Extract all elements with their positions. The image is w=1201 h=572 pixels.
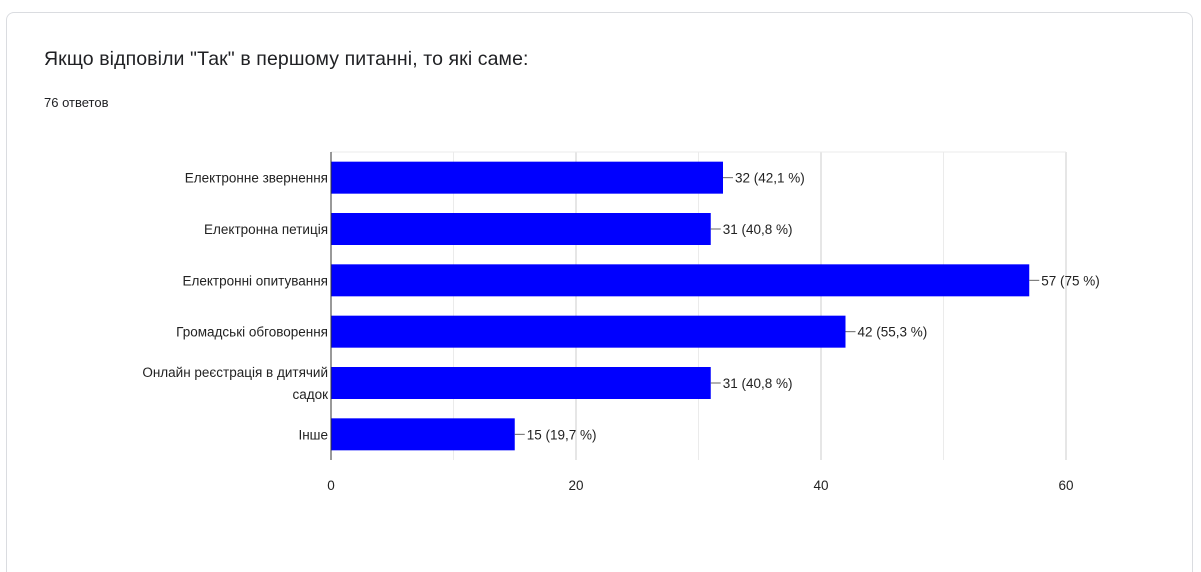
value-label: 57 (75 %) bbox=[1041, 273, 1100, 288]
response-count: 76 ответов bbox=[44, 95, 109, 110]
value-label: 31 (40,8 %) bbox=[723, 222, 793, 237]
x-tick-label: 40 bbox=[813, 478, 828, 493]
bar-chart: 0 20 40 60 32 (42,1 %) Електронне звернення 31… bbox=[142, 151, 1100, 493]
bar bbox=[331, 161, 723, 194]
labels: 0 20 40 60 32 (42,1 %) Електронне звернення 31… bbox=[142, 152, 1100, 493]
bars bbox=[331, 161, 1030, 451]
bar bbox=[331, 315, 846, 348]
bar bbox=[331, 213, 711, 245]
value-label: 15 (19,7 %) bbox=[527, 427, 597, 442]
category-label: Електронне звернення bbox=[185, 171, 328, 186]
x-tick-label: 60 bbox=[1058, 478, 1073, 493]
bar bbox=[331, 418, 515, 451]
x-tick-label: 0 bbox=[327, 478, 335, 493]
bar bbox=[331, 264, 1030, 297]
category-label: Онлайн реєстрація в дитячий bbox=[142, 365, 328, 380]
question-title: Якщо відповіли "Так" в першому питанні, … bbox=[44, 48, 529, 70]
category-label: Громадські обговорення bbox=[176, 325, 328, 340]
x-tick-label: 20 bbox=[568, 478, 583, 493]
bar bbox=[331, 367, 711, 399]
category-label: Електронні опитування bbox=[182, 273, 328, 288]
category-label: садок bbox=[292, 387, 328, 402]
value-label: 31 (40,8 %) bbox=[723, 376, 793, 391]
category-label: Інше bbox=[298, 427, 328, 442]
grid-lines bbox=[330, 151, 1067, 460]
category-label: Електронна петиція bbox=[204, 222, 328, 237]
value-label: 42 (55,3 %) bbox=[858, 325, 928, 340]
value-label: 32 (42,1 %) bbox=[735, 171, 805, 186]
